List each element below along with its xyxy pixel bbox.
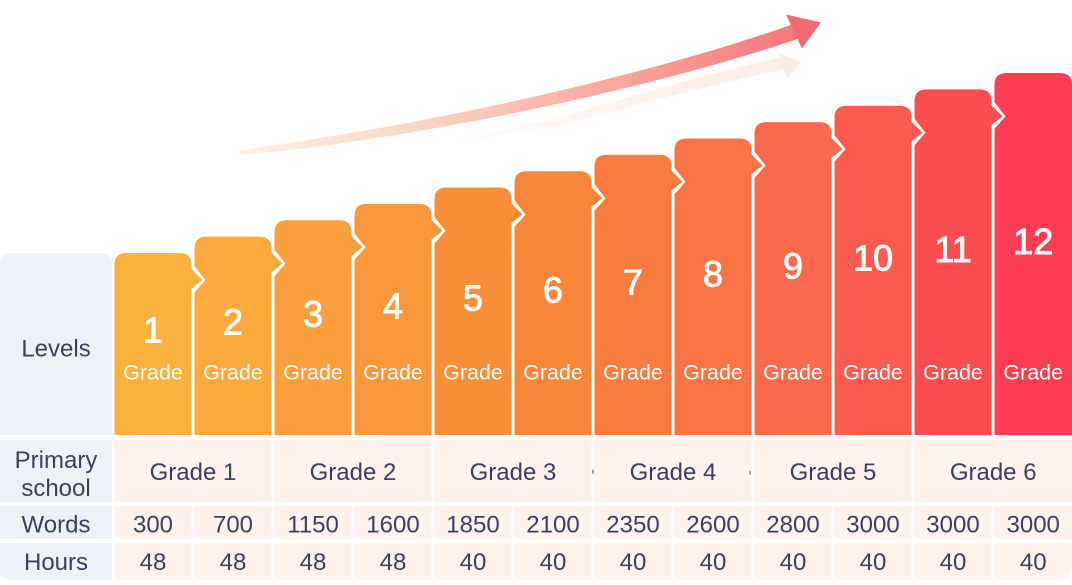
svg-text:Grade: Grade [283,361,343,385]
svg-text:5: 5 [463,278,483,319]
svg-text:Grade: Grade [443,361,503,385]
svg-text:40: 40 [620,549,647,576]
svg-text:48: 48 [220,549,247,576]
svg-text:Levels: Levels [21,336,90,363]
svg-text:4: 4 [383,286,403,327]
svg-text:700: 700 [213,512,253,539]
svg-text:Grade: Grade [523,361,583,385]
svg-text:2100: 2100 [526,512,579,539]
svg-text:Grade: Grade [363,361,423,385]
svg-text:Grade: Grade [1003,361,1063,385]
svg-text:1600: 1600 [366,512,419,539]
svg-text:1150: 1150 [287,512,339,539]
svg-text:3000: 3000 [1007,512,1060,539]
svg-text:Grade: Grade [763,361,823,385]
svg-text:40: 40 [700,549,727,576]
svg-text:40: 40 [460,549,487,576]
svg-text:8: 8 [703,253,723,294]
svg-text:Grade 3: Grade 3 [470,459,557,486]
svg-text:3000: 3000 [926,512,979,539]
svg-text:11: 11 [934,229,971,270]
svg-text:Grade: Grade [203,361,263,385]
svg-text:48: 48 [300,549,327,576]
svg-text:40: 40 [780,549,807,576]
svg-text:6: 6 [543,270,563,311]
svg-text:school: school [21,475,90,502]
svg-text:Grade 2: Grade 2 [310,459,397,486]
svg-text:Grade 5: Grade 5 [790,459,877,486]
svg-text:3: 3 [303,294,323,335]
svg-text:10: 10 [853,237,893,278]
svg-text:Grade: Grade [123,361,183,385]
svg-text:2350: 2350 [606,512,659,539]
svg-text:9: 9 [783,245,803,286]
svg-text:300: 300 [133,512,173,539]
svg-text:40: 40 [540,549,567,576]
svg-text:7: 7 [623,261,643,302]
svg-text:Grade 6: Grade 6 [950,459,1037,486]
svg-text:12: 12 [1013,221,1053,262]
svg-text:2800: 2800 [766,512,819,539]
svg-text:Grade 1: Grade 1 [150,459,237,486]
svg-text:40: 40 [860,549,887,576]
svg-text:1850: 1850 [446,512,499,539]
svg-text:Primary: Primary [15,447,98,474]
svg-text:Grade: Grade [603,361,663,385]
svg-text:48: 48 [140,549,167,576]
svg-text:48: 48 [380,549,407,576]
svg-text:3000: 3000 [846,512,899,539]
svg-text:Grade: Grade [923,361,983,385]
svg-text:40: 40 [940,549,967,576]
svg-text:2: 2 [223,302,243,343]
svg-text:1: 1 [143,310,163,351]
svg-text:Grade: Grade [843,361,903,385]
svg-text:2600: 2600 [686,512,739,539]
svg-text:Hours: Hours [24,549,88,576]
svg-text:Grade 4: Grade 4 [630,459,717,486]
svg-text:40: 40 [1020,549,1047,576]
svg-text:Grade: Grade [683,361,743,385]
svg-text:Words: Words [22,512,91,539]
